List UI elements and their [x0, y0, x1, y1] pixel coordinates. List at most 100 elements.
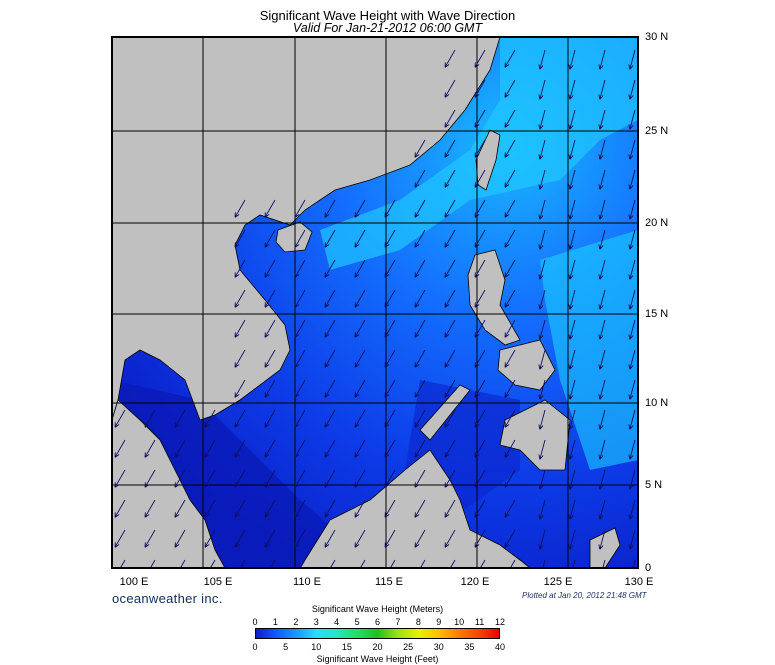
wave-arrow	[384, 289, 396, 308]
wave-arrow	[538, 169, 546, 190]
wave-arrow	[538, 529, 546, 550]
wave-arrow	[264, 379, 276, 398]
wave-arrow	[144, 409, 156, 428]
wave-arrow	[264, 289, 276, 308]
wave-arrow	[504, 349, 516, 368]
wave-arrow	[174, 439, 186, 458]
wave-arrow	[324, 259, 336, 278]
wave-arrow	[324, 379, 336, 398]
wave-arrow	[114, 409, 126, 428]
wave-arrow	[598, 439, 606, 460]
wave-arrow	[568, 169, 576, 190]
wave-arrow	[628, 319, 636, 340]
wave-arrow	[628, 499, 636, 520]
wave-arrow	[542, 559, 546, 568]
colorbar-meter-tick: 7	[395, 617, 401, 627]
mainland-asia	[112, 37, 501, 421]
wave-arrow	[568, 409, 576, 430]
wave-arrow	[329, 559, 336, 568]
wave-arrow	[538, 349, 546, 370]
colorbar-meter-tick: 0	[252, 617, 258, 627]
wave-arrow	[474, 259, 486, 278]
colorbar-meter-tick: 12	[494, 617, 505, 627]
malay-peninsula	[112, 399, 226, 568]
wave-arrow	[474, 79, 486, 98]
wave-arrow	[234, 349, 246, 368]
wave-arrow	[474, 289, 486, 308]
wave-arrow	[114, 439, 126, 458]
wave-arrow	[354, 289, 366, 308]
wave-arrow	[294, 229, 306, 248]
wave-arrow	[568, 349, 576, 370]
wave-arrow	[628, 79, 636, 100]
wave-arrow	[359, 559, 366, 568]
wave-arrow	[444, 139, 456, 158]
wave-arrow	[568, 109, 576, 130]
wave-arrow	[628, 229, 636, 250]
lat-label-0: 0	[645, 562, 652, 574]
wave-arrow	[384, 499, 396, 518]
lat-label-25: 25 N	[645, 125, 669, 137]
wave-arrow	[414, 289, 426, 308]
wave-arrow	[598, 409, 606, 430]
wave-arrow	[474, 49, 486, 68]
wave-arrow	[632, 559, 636, 568]
wave-arrow	[602, 559, 606, 568]
colorbar-meter-tick: 10	[454, 617, 465, 627]
wave-arrow	[294, 439, 306, 458]
wave-arrow	[628, 139, 636, 160]
sulawesi-island	[589, 527, 621, 568]
wave-arrow	[538, 289, 546, 310]
wave-arrow	[384, 349, 396, 368]
wave-arrow	[568, 439, 576, 460]
wave-arrow	[299, 559, 306, 568]
wave-arrow	[354, 439, 366, 458]
wave-arrow	[504, 409, 516, 428]
lon-label-125: 125 E	[543, 576, 573, 588]
wave-arrow	[414, 169, 426, 188]
wave-arrow	[504, 499, 516, 518]
wave-arrow	[264, 319, 276, 338]
wave-arrow	[204, 409, 216, 428]
wave-arrow	[444, 349, 456, 368]
colorbar-meter-tick: 9	[436, 617, 442, 627]
wave-arrow	[628, 109, 636, 130]
colorbar-feet-tick: 40	[494, 642, 505, 652]
wave-arrow	[628, 439, 636, 460]
wave-arrow	[568, 499, 576, 520]
wave-arrow	[568, 199, 576, 220]
wave-arrow	[234, 319, 246, 338]
wave-arrow	[419, 559, 426, 568]
luzon-island	[467, 249, 521, 346]
wave-arrow	[628, 259, 636, 280]
wave-arrow	[414, 439, 426, 458]
wave-arrow	[568, 529, 576, 550]
wave-arrow	[324, 409, 336, 428]
wave-arrow	[474, 319, 486, 338]
wave-direction-arrows	[114, 49, 636, 568]
lon-label-100: 100 E	[119, 576, 149, 588]
wave-arrow	[354, 379, 366, 398]
wave-arrow	[294, 319, 306, 338]
wave-arrow	[444, 49, 456, 68]
wave-arrow	[354, 499, 366, 518]
wave-arrow	[174, 409, 186, 428]
wave-arrow	[114, 529, 126, 548]
wave-arrow	[144, 439, 156, 458]
wave-arrow	[504, 319, 516, 338]
wave-arrow	[144, 529, 156, 548]
wave-arrow	[444, 529, 456, 548]
wave-arrow	[568, 379, 576, 400]
colorbar-feet-tick: 20	[372, 642, 383, 652]
wave-arrow	[474, 349, 486, 368]
wave-arrow	[474, 499, 486, 518]
lon-label-105: 105 E	[203, 576, 233, 588]
wave-arrow	[444, 79, 456, 98]
wave-arrow	[538, 199, 546, 220]
wave-arrow	[354, 199, 366, 218]
wave-arrow	[504, 379, 516, 398]
wave-arrow	[568, 289, 576, 310]
wave-arrow	[414, 229, 426, 248]
wave-arrow	[504, 259, 516, 278]
wave-arrow	[568, 259, 576, 280]
